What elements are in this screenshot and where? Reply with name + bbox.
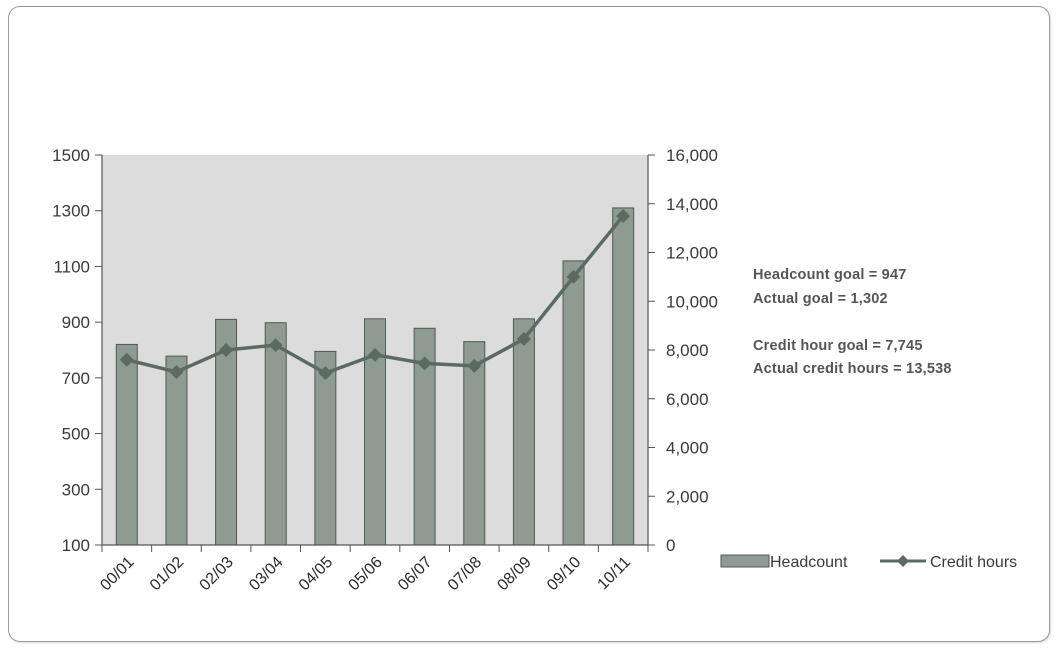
bar-headcount-01-02: [165, 355, 188, 546]
y-right-tick-label: 10,000: [666, 292, 718, 311]
point-credit-hours-10-11: [616, 208, 631, 223]
y-left-tick-label: 700: [62, 369, 90, 388]
legend: Headcount Credit hours: [720, 554, 1017, 571]
bar-headcount-03-04: [264, 322, 287, 546]
bar-headcount-10-11: [612, 207, 635, 546]
y-left-tick-label: 100: [62, 536, 90, 555]
point-credit-hours-04-05: [318, 366, 333, 381]
y-left-tick-label: 500: [62, 425, 90, 444]
point-credit-hours-08-09: [516, 332, 531, 347]
bar-headcount-00-01: [115, 343, 138, 546]
x-tick-label: 08/09: [494, 554, 534, 594]
point-credit-hours-07-08: [467, 358, 482, 373]
y-right-tick-label: 8,000: [666, 341, 709, 360]
y-right-tick-label: 0: [666, 536, 675, 555]
y-right-tick-label: 14,000: [666, 195, 718, 214]
annotation-credit-hour-goal: Credit hour goal = 7,745: [753, 338, 923, 354]
x-tick-label: 07/08: [445, 554, 485, 594]
x-tick-label: 05/06: [345, 554, 385, 594]
legend-headcount-label: Headcount: [770, 554, 848, 571]
x-tick-label: 02/03: [197, 554, 237, 594]
point-credit-hours-06-07: [417, 356, 432, 371]
y-left-tick-label: 1100: [53, 257, 90, 276]
point-credit-hours-02-03: [219, 343, 234, 357]
x-tick-label: 10/11: [595, 554, 635, 594]
y-left-tick-label: 1500: [52, 146, 90, 165]
bar-headcount-04-05: [314, 350, 337, 546]
x-tick-label: 06/07: [395, 554, 435, 594]
x-tick-label: 04/05: [296, 554, 336, 594]
legend-credit-hours-marker: [897, 555, 909, 567]
x-tick-label: 00/01: [97, 554, 137, 594]
point-credit-hours-01-02: [169, 364, 184, 379]
y-left-tick-label: 300: [62, 480, 90, 499]
y-right-tick-label: 16,000: [666, 146, 718, 165]
bar-headcount-09-10: [562, 260, 585, 546]
x-tick-label: 01/02: [147, 554, 187, 594]
y-left-tick-label: 900: [62, 313, 90, 332]
x-tick-label: 09/10: [544, 554, 584, 594]
bar-headcount-08-09: [512, 318, 535, 546]
annotation-actual-credit-hours: Actual credit hours = 13,538: [753, 361, 952, 377]
y-right-tick-label: 6,000: [666, 390, 709, 409]
x-tick-label: 03/04: [246, 554, 286, 594]
y-right-tick-label: 12,000: [666, 244, 718, 263]
y-right-tick-label: 2,000: [666, 487, 709, 506]
y-left-tick-label: 1300: [52, 202, 90, 221]
point-credit-hours-00-01: [119, 352, 134, 367]
annotation-actual-goal: Actual goal = 1,302: [753, 291, 888, 307]
y-right-tick-label: 4,000: [666, 439, 709, 458]
legend-credit-hours-label: Credit hours: [930, 554, 1017, 571]
legend-headcount-swatch: [720, 554, 770, 568]
annotation-headcount-goal: Headcount goal = 947: [753, 267, 906, 283]
point-credit-hours-09-10: [566, 269, 581, 284]
point-credit-hours-03-04: [268, 338, 283, 353]
point-credit-hours-05-06: [368, 347, 382, 362]
